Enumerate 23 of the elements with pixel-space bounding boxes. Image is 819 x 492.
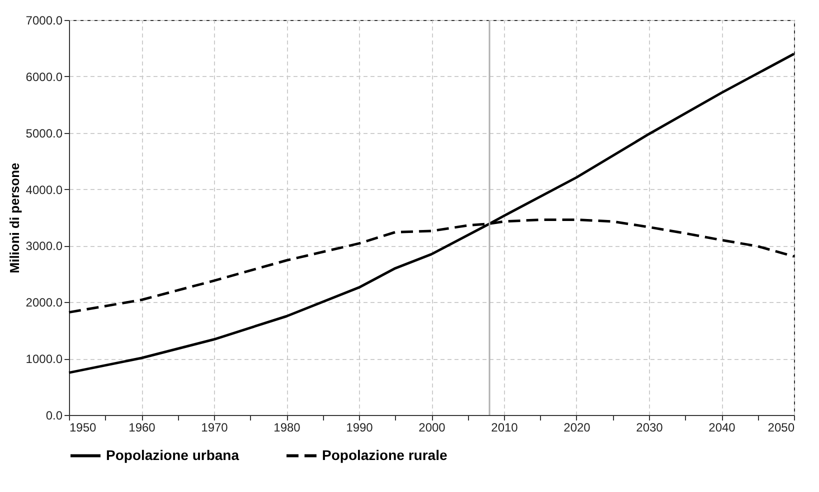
x-tick-label: 1970 xyxy=(201,420,228,434)
y-tick-label: 7000.0 xyxy=(26,14,63,28)
y-tick-label: 2000.0 xyxy=(26,296,63,310)
y-tick-label: 6000.0 xyxy=(26,70,63,84)
y-tick-label: 4000.0 xyxy=(26,182,63,197)
x-tick-label: 2040 xyxy=(708,420,736,434)
y-tick-label: 3000.0 xyxy=(26,239,63,254)
y-tick-label: 1000.0 xyxy=(26,352,63,366)
legend-label: Popolazione rurale xyxy=(322,446,448,463)
line-series xyxy=(68,52,796,374)
x-tick-label: 1960 xyxy=(128,420,156,434)
x-tick-label: 1950 xyxy=(70,420,97,434)
y-tick-label: 0.0 xyxy=(46,408,63,422)
legend-label: Popolazione urbana xyxy=(106,446,240,463)
y-tick-label: 5000.0 xyxy=(26,126,63,140)
x-tick-label: 1990 xyxy=(346,420,374,434)
x-tick-label: 2030 xyxy=(636,420,664,434)
x-tick-label: 2020 xyxy=(564,420,591,434)
x-tick-label: 2000 xyxy=(418,420,446,434)
x-tick-label: 2050 xyxy=(768,420,795,434)
x-tick-label: 2010 xyxy=(491,420,518,434)
y-axis-title: Milioni di persone xyxy=(6,162,22,274)
x-tick-label: 1980 xyxy=(274,420,301,434)
